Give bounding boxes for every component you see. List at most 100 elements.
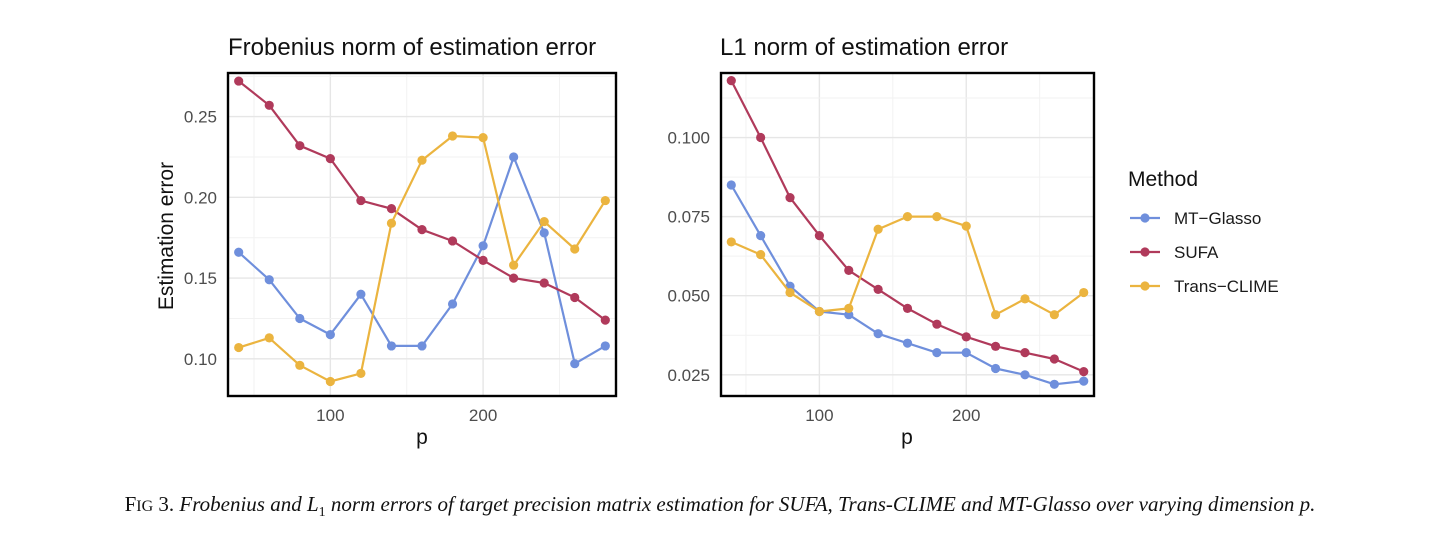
l1-point-mt-glasso bbox=[902, 338, 913, 348]
legend-label: SUFA bbox=[1174, 243, 1219, 262]
frobenius-point-mt-glasso bbox=[417, 341, 427, 351]
l1-line-trans-clime bbox=[730, 215, 1085, 316]
l1-y-ticks: 0.025 0.050 0.075 0.100 bbox=[667, 129, 710, 385]
l1-plot-frame bbox=[719, 71, 1096, 398]
frobenius-point-trans-clime bbox=[600, 195, 610, 206]
frobenius-point-trans-clime bbox=[356, 368, 366, 378]
l1-point-sufa bbox=[726, 75, 736, 86]
legend-swatch-point bbox=[1140, 247, 1150, 257]
l1-panel: L1 norm of estimation error 0.0250.0500.… bbox=[667, 34, 1096, 449]
y-tick-label: 0.25 bbox=[184, 108, 217, 127]
frobenius-panel-title: Frobenius norm of estimation error bbox=[228, 34, 596, 61]
frobenius-point-mt-glasso bbox=[478, 241, 488, 251]
l1-point-trans-clime bbox=[873, 224, 883, 234]
frobenius-point-sufa bbox=[478, 255, 488, 265]
l1-point-trans-clime bbox=[961, 221, 971, 231]
l1-point-sufa bbox=[902, 303, 913, 313]
legend-label: Trans−CLIME bbox=[1174, 277, 1279, 296]
legend-swatch-point bbox=[1140, 213, 1150, 223]
l1-point-mt-glasso bbox=[991, 363, 1001, 374]
frobenius-point-sufa bbox=[325, 153, 335, 164]
frobenius-point-sufa bbox=[234, 76, 244, 86]
frobenius-point-sufa bbox=[356, 195, 366, 206]
l1-point-sufa bbox=[756, 132, 766, 143]
l1-point-trans-clime bbox=[785, 287, 795, 298]
frobenius-point-trans-clime bbox=[234, 342, 244, 353]
frobenius-point-sufa bbox=[264, 100, 274, 110]
l1-point-mt-glasso bbox=[961, 348, 971, 358]
frobenius-point-mt-glasso bbox=[447, 299, 458, 309]
frobenius-point-trans-clime bbox=[417, 155, 427, 165]
l1-point-sufa bbox=[961, 332, 971, 342]
frobenius-point-trans-clime bbox=[295, 360, 305, 370]
frobenius-y-axis-label: Estimation error bbox=[155, 162, 178, 310]
frobenius-point-trans-clime bbox=[478, 133, 488, 143]
l1-point-mt-glasso bbox=[1049, 379, 1059, 389]
l1-point-trans-clime bbox=[1020, 294, 1030, 304]
frobenius-y-ticks: 0.10 0.15 0.20 0.25 bbox=[184, 108, 217, 369]
x-tick-label: 100 bbox=[805, 406, 833, 425]
frobenius-series bbox=[234, 76, 610, 387]
frobenius-point-trans-clime bbox=[539, 216, 549, 227]
x-tick-label: 200 bbox=[952, 406, 980, 425]
frobenius-point-sufa bbox=[295, 141, 305, 151]
l1-point-sufa bbox=[785, 193, 795, 203]
l1-panel-title: L1 norm of estimation error bbox=[720, 34, 1008, 61]
l1-point-sufa bbox=[1049, 354, 1059, 364]
legend-item-sufa: SUFA bbox=[1130, 243, 1219, 262]
l1-point-mt-glasso bbox=[844, 310, 854, 320]
y-tick-label: 0.075 bbox=[667, 208, 710, 227]
l1-point-sufa bbox=[1020, 348, 1030, 358]
l1-point-sufa bbox=[932, 319, 942, 329]
caption-label-first: F bbox=[124, 492, 137, 516]
caption-text-after: norm errors of target precision matrix e… bbox=[325, 492, 1316, 516]
frobenius-point-sufa bbox=[447, 236, 458, 246]
caption-text-before: Frobenius and bbox=[179, 492, 307, 516]
frobenius-point-mt-glasso bbox=[570, 359, 580, 369]
y-tick-label: 0.025 bbox=[667, 366, 710, 385]
frobenius-point-trans-clime bbox=[447, 131, 458, 141]
l1-point-mt-glasso bbox=[1020, 370, 1030, 380]
l1-x-axis-label: p bbox=[901, 426, 913, 449]
frobenius-x-ticks: 100 200 bbox=[316, 406, 497, 425]
l1-point-mt-glasso bbox=[1079, 376, 1089, 386]
frobenius-point-sufa bbox=[417, 225, 427, 235]
frobenius-point-sufa bbox=[600, 315, 610, 325]
frobenius-point-trans-clime bbox=[570, 244, 580, 254]
caption-label-rest: IG bbox=[136, 498, 154, 515]
l1-point-mt-glasso bbox=[726, 180, 736, 190]
l1-point-sufa bbox=[814, 231, 824, 241]
frobenius-point-trans-clime bbox=[325, 376, 335, 387]
legend: Method MT−Glasso SUFA Trans−CLIME bbox=[1128, 168, 1279, 296]
legend-item-mt-glasso: MT−Glasso bbox=[1130, 209, 1261, 228]
l1-point-trans-clime bbox=[814, 306, 824, 317]
l1-point-mt-glasso bbox=[932, 348, 942, 358]
l1-point-trans-clime bbox=[844, 303, 854, 313]
legend-title: Method bbox=[1128, 168, 1198, 191]
y-tick-label: 0.050 bbox=[667, 287, 710, 306]
frobenius-point-trans-clime bbox=[264, 333, 274, 343]
frobenius-point-sufa bbox=[539, 278, 549, 288]
frobenius-x-axis-label: p bbox=[416, 426, 428, 449]
frobenius-plot-frame bbox=[226, 71, 618, 398]
legend-items: MT−Glasso SUFA Trans−CLIME bbox=[1130, 209, 1279, 296]
l1-point-sufa bbox=[873, 284, 883, 294]
l1-x-ticks: 100 200 bbox=[805, 406, 980, 425]
y-tick-label: 0.15 bbox=[184, 269, 217, 288]
l1-grid bbox=[721, 73, 1094, 396]
caption-math-symbol: L bbox=[306, 492, 319, 516]
frobenius-point-mt-glasso bbox=[386, 341, 397, 351]
frobenius-point-mt-glasso bbox=[295, 313, 305, 324]
frobenius-point-sufa bbox=[509, 273, 519, 283]
frobenius-point-sufa bbox=[386, 204, 397, 214]
x-tick-label: 200 bbox=[469, 406, 497, 425]
l1-point-mt-glasso bbox=[873, 329, 883, 339]
y-tick-label: 0.20 bbox=[184, 188, 217, 207]
l1-point-sufa bbox=[991, 341, 1001, 351]
figure: Frobenius norm of estimation error 0.100… bbox=[155, 34, 1279, 449]
l1-point-trans-clime bbox=[726, 237, 736, 247]
l1-point-trans-clime bbox=[756, 249, 766, 260]
frobenius-point-mt-glasso bbox=[264, 275, 274, 285]
l1-series bbox=[726, 75, 1089, 389]
y-tick-label: 0.100 bbox=[667, 129, 710, 148]
